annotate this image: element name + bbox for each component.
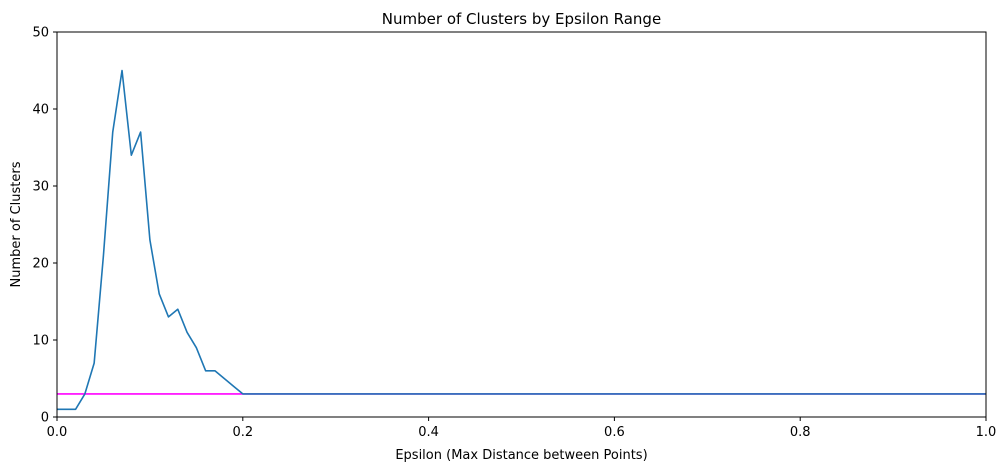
series-line-0 — [57, 69, 986, 411]
y-tick-label: 30 — [32, 180, 49, 195]
x-tick-label: 1.0 — [976, 425, 997, 440]
x-tick-label: 0.0 — [47, 425, 68, 440]
lines-layer — [57, 69, 986, 411]
y-tick-label: 20 — [32, 257, 49, 272]
plot-frame — [56, 31, 987, 418]
y-tick-label: 50 — [32, 26, 49, 41]
y-tick-label: 10 — [32, 334, 49, 349]
y-tick-label: 40 — [32, 103, 49, 118]
x-tick-label: 0.4 — [418, 425, 439, 440]
x-tick-label: 0.8 — [790, 425, 811, 440]
x-axis: 0.0 0.2 0.4 0.6 0.8 1.0 — [47, 417, 997, 440]
x-tick-label: 0.6 — [604, 425, 625, 440]
x-axis-label: Epsilon (Max Distance between Points) — [395, 448, 647, 463]
x-tick-label: 0.2 — [232, 425, 253, 440]
y-tick-label: 0 — [41, 411, 49, 426]
y-axis-label: Number of Clusters — [9, 161, 24, 287]
chart-title: Number of Clusters by Epsilon Range — [382, 10, 661, 28]
y-axis: 0 10 20 30 40 50 — [32, 26, 57, 426]
